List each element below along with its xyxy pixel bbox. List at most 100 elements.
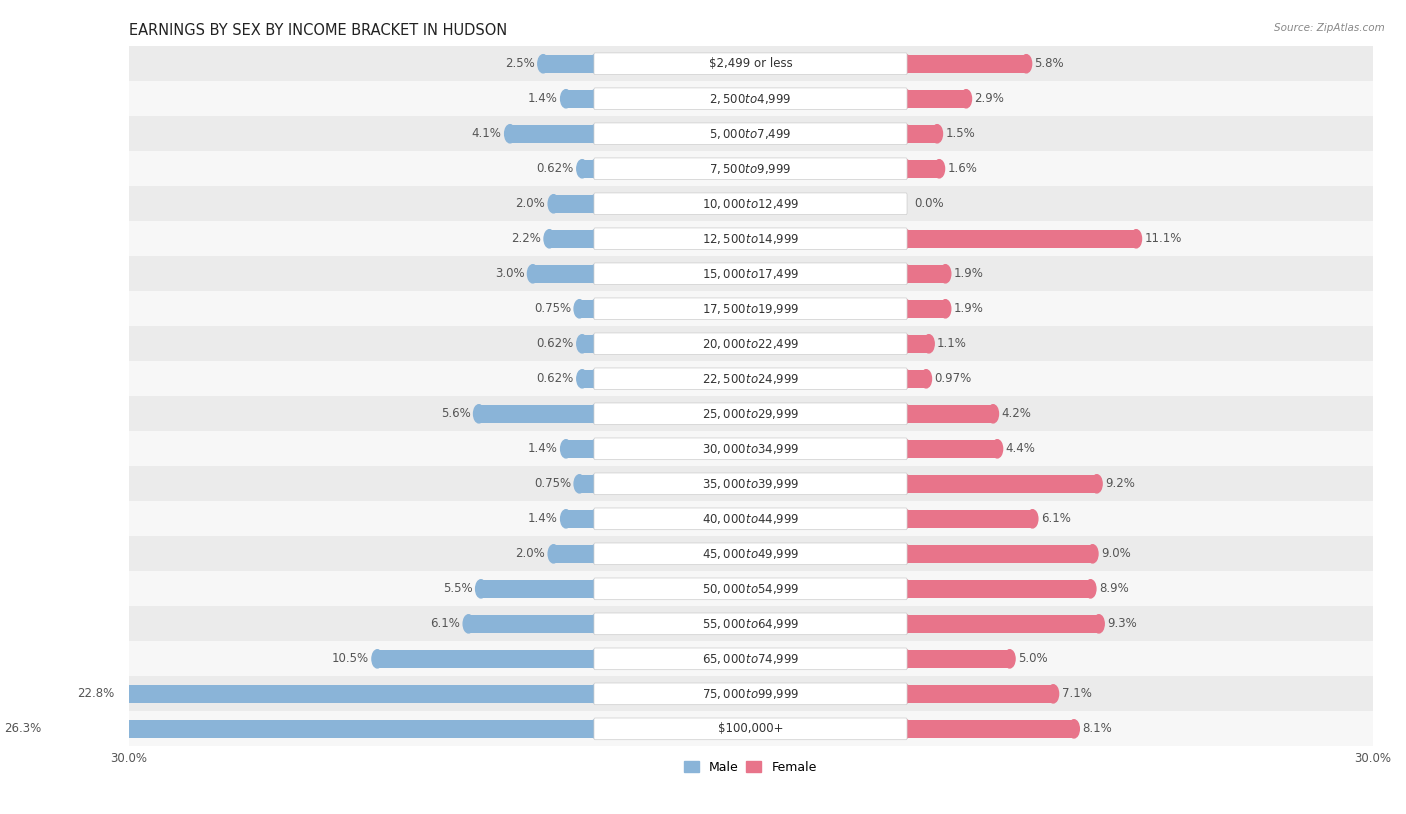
Text: 4.4%: 4.4%: [1005, 442, 1035, 455]
Circle shape: [901, 405, 911, 423]
FancyBboxPatch shape: [593, 228, 907, 250]
Circle shape: [589, 300, 600, 318]
Bar: [128, 186, 1372, 221]
FancyBboxPatch shape: [593, 123, 907, 145]
Bar: [905, 720, 1074, 738]
Circle shape: [589, 615, 600, 633]
Circle shape: [589, 475, 600, 493]
Text: EARNINGS BY SEX BY INCOME BRACKET IN HUDSON: EARNINGS BY SEX BY INCOME BRACKET IN HUD…: [128, 23, 506, 38]
Bar: [905, 300, 945, 318]
Circle shape: [1047, 685, 1059, 703]
FancyBboxPatch shape: [593, 648, 907, 670]
Bar: [481, 580, 595, 598]
Circle shape: [921, 370, 932, 388]
Circle shape: [1085, 580, 1095, 598]
Bar: [567, 90, 595, 108]
Text: 8.9%: 8.9%: [1099, 582, 1129, 595]
Bar: [128, 291, 1372, 326]
Circle shape: [576, 370, 588, 388]
Bar: [905, 265, 945, 283]
Text: $2,499 or less: $2,499 or less: [709, 57, 793, 70]
Circle shape: [901, 510, 911, 528]
Circle shape: [589, 580, 600, 598]
Bar: [479, 405, 595, 423]
Circle shape: [589, 230, 600, 248]
Circle shape: [537, 55, 548, 73]
Bar: [567, 510, 595, 528]
Circle shape: [561, 90, 571, 108]
FancyBboxPatch shape: [593, 158, 907, 180]
Text: $2,500 to $4,999: $2,500 to $4,999: [709, 92, 792, 106]
Text: 0.75%: 0.75%: [534, 477, 571, 490]
Circle shape: [1028, 510, 1038, 528]
Circle shape: [960, 90, 972, 108]
Text: $15,000 to $17,499: $15,000 to $17,499: [702, 267, 799, 281]
Text: 1.4%: 1.4%: [527, 442, 558, 455]
Circle shape: [1087, 545, 1098, 563]
Text: 26.3%: 26.3%: [4, 722, 41, 735]
Text: 4.2%: 4.2%: [1001, 407, 1031, 420]
Circle shape: [589, 55, 600, 73]
Circle shape: [475, 580, 486, 598]
Bar: [128, 116, 1372, 151]
Bar: [554, 195, 595, 213]
Circle shape: [901, 685, 911, 703]
Text: 6.1%: 6.1%: [1040, 512, 1070, 525]
Bar: [579, 475, 595, 493]
Circle shape: [987, 405, 998, 423]
Circle shape: [1130, 230, 1142, 248]
Text: 2.2%: 2.2%: [512, 232, 541, 245]
Bar: [377, 650, 595, 668]
FancyBboxPatch shape: [593, 193, 907, 215]
FancyBboxPatch shape: [593, 438, 907, 460]
Text: 10.5%: 10.5%: [332, 652, 368, 665]
Text: 2.9%: 2.9%: [974, 92, 1004, 105]
Text: 0.62%: 0.62%: [537, 337, 574, 350]
Circle shape: [991, 440, 1002, 458]
Text: 2.0%: 2.0%: [516, 547, 546, 560]
Circle shape: [548, 195, 560, 213]
Text: 5.8%: 5.8%: [1035, 57, 1064, 70]
Bar: [128, 256, 1372, 291]
Bar: [510, 125, 595, 143]
Circle shape: [574, 300, 585, 318]
Text: 9.2%: 9.2%: [1105, 477, 1135, 490]
Text: $12,500 to $14,999: $12,500 to $14,999: [702, 232, 799, 246]
Circle shape: [901, 720, 911, 738]
Text: 1.6%: 1.6%: [948, 162, 977, 175]
Circle shape: [901, 650, 911, 668]
Bar: [128, 466, 1372, 501]
Bar: [905, 90, 966, 108]
Legend: Male, Female: Male, Female: [679, 755, 823, 779]
Text: 6.1%: 6.1%: [430, 617, 460, 630]
Text: $55,000 to $64,999: $55,000 to $64,999: [702, 617, 799, 631]
Text: 22.8%: 22.8%: [77, 687, 114, 700]
Bar: [128, 326, 1372, 361]
Circle shape: [576, 335, 588, 353]
Circle shape: [589, 370, 600, 388]
Circle shape: [901, 125, 911, 143]
Text: 7.1%: 7.1%: [1062, 687, 1091, 700]
Text: $25,000 to $29,999: $25,000 to $29,999: [702, 407, 799, 421]
FancyBboxPatch shape: [593, 263, 907, 285]
Text: 2.5%: 2.5%: [505, 57, 534, 70]
Circle shape: [901, 615, 911, 633]
Bar: [582, 370, 595, 388]
Bar: [905, 440, 997, 458]
Bar: [905, 650, 1010, 668]
Bar: [905, 55, 1026, 73]
Bar: [905, 405, 993, 423]
Text: $22,500 to $24,999: $22,500 to $24,999: [702, 372, 799, 386]
Text: 5.6%: 5.6%: [441, 407, 471, 420]
Text: 0.75%: 0.75%: [534, 302, 571, 315]
Circle shape: [589, 125, 600, 143]
Circle shape: [901, 265, 911, 283]
Circle shape: [589, 90, 600, 108]
Circle shape: [117, 685, 128, 703]
Text: 5.0%: 5.0%: [1018, 652, 1047, 665]
Text: 9.0%: 9.0%: [1101, 547, 1130, 560]
Text: 2.0%: 2.0%: [516, 197, 546, 210]
Circle shape: [1021, 55, 1032, 73]
Bar: [128, 676, 1372, 711]
Text: 11.1%: 11.1%: [1144, 232, 1182, 245]
